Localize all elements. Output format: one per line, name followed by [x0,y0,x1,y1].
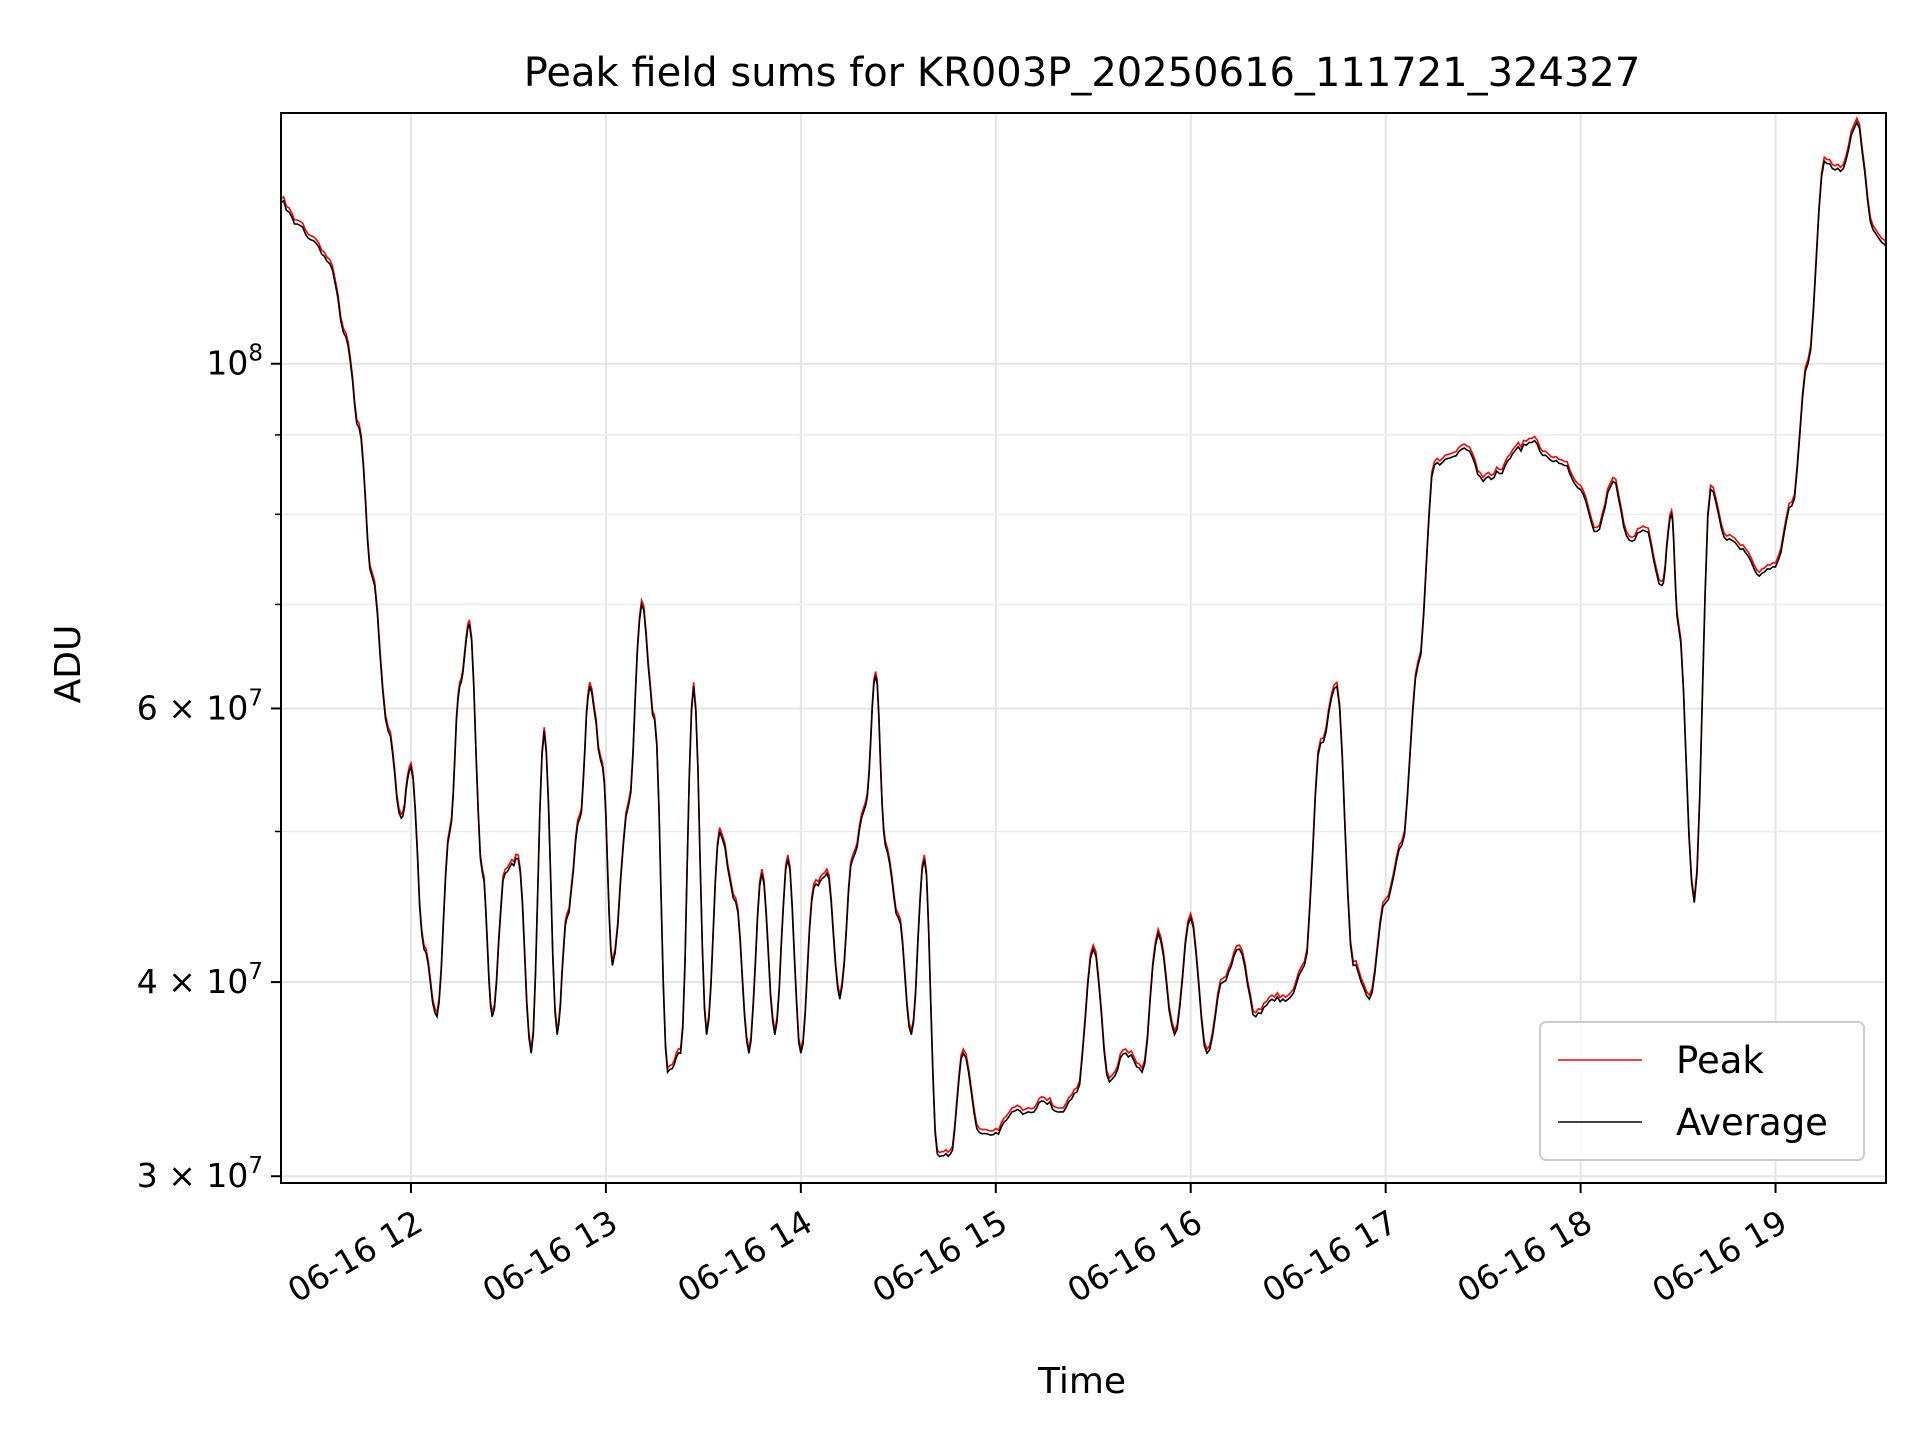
legend-average-label: Average [1676,1101,1828,1144]
legend-peak-label: Peak [1676,1039,1764,1082]
grid [281,113,1886,1183]
chart-title: Peak field sums for KR003P_20250616_1117… [524,50,1641,96]
y-tick-label: 4 × 107 [137,959,263,1001]
legend: Peak Average [1539,1021,1865,1161]
y-tick-label: 6 × 107 [137,685,263,727]
x-axis-label: Time [1037,1361,1126,1402]
y-axis-ticks: 3 × 107 4 × 107 6 × 107 108 [137,341,281,1195]
y-axis-label: ADU [48,625,89,704]
average-series-line [281,120,1886,1158]
legend-box [1539,1021,1865,1161]
plot-frame [280,112,1887,1184]
y-tick-label: 3 × 107 [137,1153,263,1195]
plot-lines [281,116,1886,1158]
y-tick-label: 108 [206,341,263,383]
